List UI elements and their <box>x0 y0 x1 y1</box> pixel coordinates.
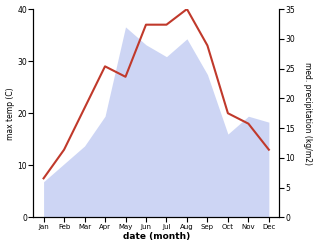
Y-axis label: med. precipitation (kg/m2): med. precipitation (kg/m2) <box>303 62 313 165</box>
X-axis label: date (month): date (month) <box>123 232 190 242</box>
Y-axis label: max temp (C): max temp (C) <box>5 87 15 140</box>
